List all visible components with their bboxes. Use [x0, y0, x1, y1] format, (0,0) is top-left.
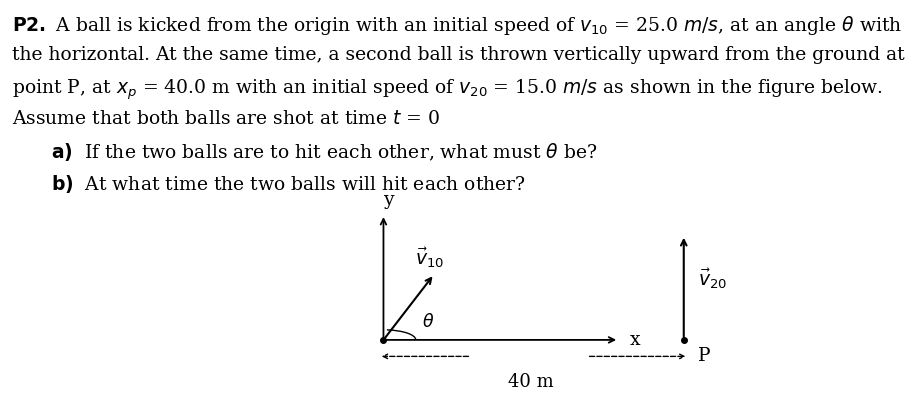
- Text: $\vec{v}_{10}$: $\vec{v}_{10}$: [415, 246, 444, 270]
- Text: Assume that both balls are shot at time $t$ = 0: Assume that both balls are shot at time …: [12, 110, 440, 128]
- Text: point P, at $x_p$ = 40.0 m with an initial speed of $v_{20}$ = 15.0 $m/s$ as sho: point P, at $x_p$ = 40.0 m with an initi…: [12, 78, 882, 102]
- Text: P: P: [698, 347, 711, 365]
- Text: $\vec{v}_{20}$: $\vec{v}_{20}$: [698, 267, 727, 291]
- Text: $\theta$: $\theta$: [422, 313, 434, 331]
- Text: $\mathbf{P2.}$ A ball is kicked from the origin with an initial speed of $v_{10}: $\mathbf{P2.}$ A ball is kicked from the…: [12, 14, 902, 37]
- Text: x: x: [630, 331, 640, 349]
- Text: the horizontal. At the same time, a second ball is thrown vertically upward from: the horizontal. At the same time, a seco…: [12, 46, 905, 64]
- Text: 40 m: 40 m: [508, 373, 554, 391]
- Text: $\mathbf{a)}$  If the two balls are to hit each other, what must $\theta$ be?: $\mathbf{a)}$ If the two balls are to hi…: [51, 141, 597, 163]
- Text: $\mathbf{b)}$  At what time the two balls will hit each other?: $\mathbf{b)}$ At what time the two balls…: [51, 173, 526, 195]
- Text: y: y: [383, 191, 394, 209]
